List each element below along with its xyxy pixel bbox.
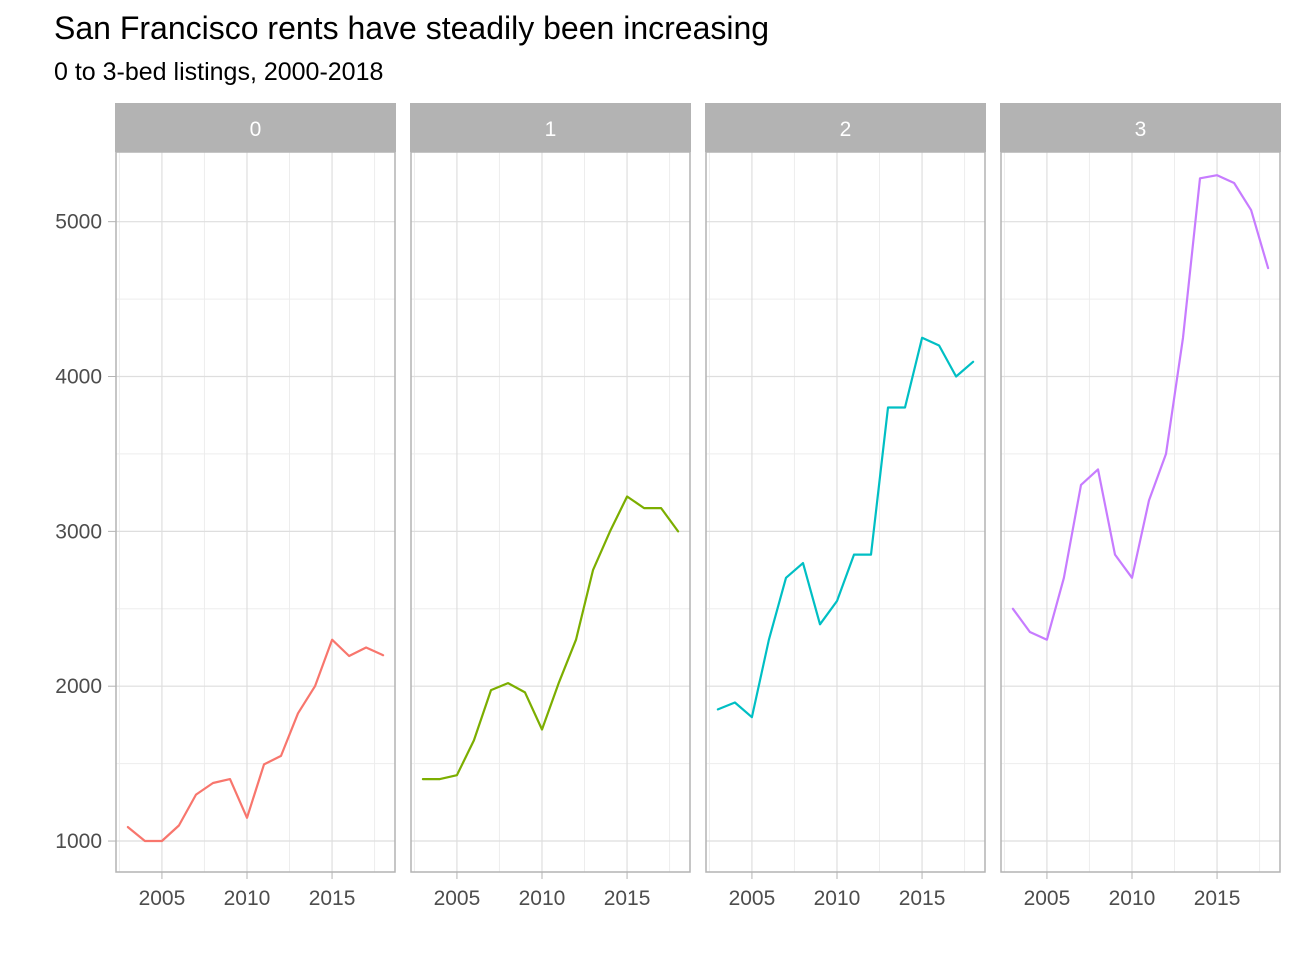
facet-strip (1000, 103, 1281, 152)
x-tick-label: 2015 (899, 887, 946, 910)
x-tick-label: 2015 (604, 887, 651, 910)
x-tick-label: 2015 (1194, 887, 1241, 910)
x-tick-label: 2010 (224, 887, 271, 910)
panel-border (410, 151, 691, 873)
y-tick-label: 5000 (55, 211, 102, 234)
facet-strip-label: 3 (1135, 118, 1147, 141)
series-line-3 (1011, 174, 1270, 641)
facet-strip (410, 103, 691, 152)
panel-border (1000, 151, 1281, 873)
x-tick-label: 2005 (139, 887, 186, 910)
y-tick-label: 3000 (55, 520, 102, 543)
series-line-0 (126, 638, 385, 843)
facet-panel-1: 1 2005 2010 2015 (410, 103, 691, 910)
panel-border (115, 151, 396, 873)
x-tick-label: 2005 (434, 887, 481, 910)
series-line-1 (421, 495, 680, 781)
chart-subtitle: 0 to 3-bed listings, 2000-2018 (54, 58, 384, 86)
y-tick-label: 4000 (55, 366, 102, 389)
panel-border (705, 151, 986, 873)
facet-panel-0: 0 2005 2010 2015 (115, 103, 396, 910)
x-tick-label: 2010 (814, 887, 861, 910)
facet-strip-label: 1 (545, 118, 557, 141)
chart-title: San Francisco rents have steadily been i… (54, 10, 770, 46)
facet-panel-3: 3 2005 2010 2015 (1000, 103, 1281, 910)
x-tick-label: 2010 (1109, 887, 1156, 910)
facet-panel-2: 2 2005 2010 2015 (705, 103, 986, 910)
facet-strip-label: 0 (250, 118, 262, 141)
y-tick-label: 1000 (55, 830, 102, 853)
facet-strip (705, 103, 986, 152)
x-tick-label: 2005 (1024, 887, 1071, 910)
y-tick-label: 2000 (55, 675, 102, 698)
series-line-2 (716, 336, 975, 719)
facet-strip-label: 2 (840, 118, 852, 141)
facet-strip (115, 103, 396, 152)
x-tick-label: 2010 (519, 887, 566, 910)
x-tick-label: 2005 (729, 887, 776, 910)
x-tick-label: 2015 (309, 887, 356, 910)
